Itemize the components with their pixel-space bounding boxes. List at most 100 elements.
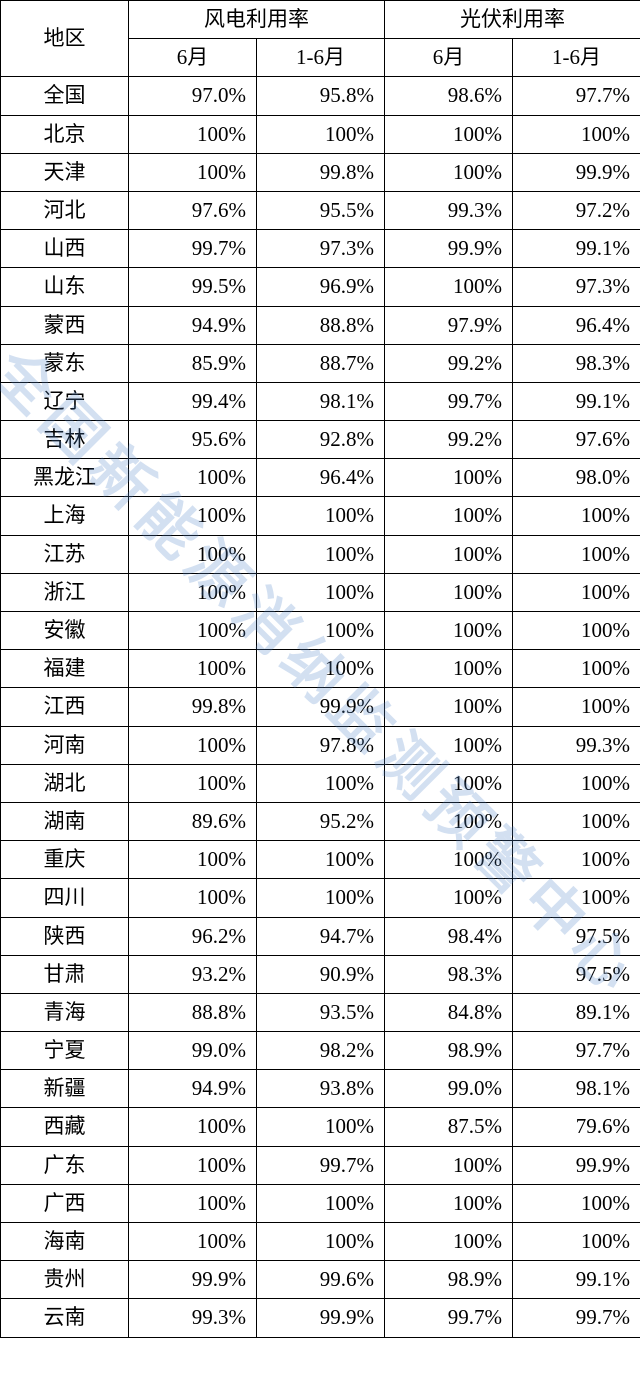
cell-value: 95.2%: [257, 802, 385, 840]
cell-value: 100%: [129, 764, 257, 802]
cell-value: 100%: [513, 802, 640, 840]
table-row: 上海100%100%100%100%: [1, 497, 640, 535]
cell-value: 100%: [513, 841, 640, 879]
cell-value: 97.3%: [513, 268, 640, 306]
cell-value: 99.9%: [257, 1299, 385, 1337]
header-wind: 风电利用率: [129, 1, 385, 39]
table-row: 广东100%99.7%100%99.9%: [1, 1146, 640, 1184]
cell-region: 河南: [1, 726, 129, 764]
cell-value: 93.5%: [257, 993, 385, 1031]
cell-value: 99.0%: [385, 1070, 513, 1108]
cell-value: 99.8%: [129, 688, 257, 726]
cell-region: 海南: [1, 1223, 129, 1261]
cell-value: 100%: [385, 612, 513, 650]
cell-value: 100%: [257, 764, 385, 802]
cell-value: 96.9%: [257, 268, 385, 306]
table-row: 安徽100%100%100%100%: [1, 612, 640, 650]
cell-value: 100%: [385, 650, 513, 688]
cell-region: 陕西: [1, 917, 129, 955]
cell-value: 98.1%: [257, 382, 385, 420]
header-wind-1-6: 1-6月: [257, 39, 385, 77]
cell-region: 广东: [1, 1146, 129, 1184]
cell-value: 100%: [129, 612, 257, 650]
cell-value: 96.4%: [257, 459, 385, 497]
cell-value: 100%: [385, 879, 513, 917]
cell-value: 99.3%: [129, 1299, 257, 1337]
cell-value: 100%: [385, 573, 513, 611]
cell-value: 98.6%: [385, 77, 513, 115]
table-row: 福建100%100%100%100%: [1, 650, 640, 688]
table-row: 河南100%97.8%100%99.3%: [1, 726, 640, 764]
cell-value: 97.7%: [513, 1032, 640, 1070]
cell-value: 98.9%: [385, 1261, 513, 1299]
cell-region: 青海: [1, 993, 129, 1031]
cell-value: 100%: [257, 841, 385, 879]
table-row: 辽宁99.4%98.1%99.7%99.1%: [1, 382, 640, 420]
cell-region: 山西: [1, 230, 129, 268]
table-row: 天津100%99.8%100%99.9%: [1, 153, 640, 191]
cell-value: 100%: [129, 153, 257, 191]
cell-value: 99.1%: [513, 1261, 640, 1299]
cell-value: 97.5%: [513, 955, 640, 993]
header-pv: 光伏利用率: [385, 1, 640, 39]
cell-value: 100%: [257, 573, 385, 611]
cell-value: 95.6%: [129, 421, 257, 459]
cell-value: 99.7%: [513, 1299, 640, 1337]
table-container: 全国新能源消纳监测预警中心 地区 风电利用率 光伏利用率 6月 1-6月 6月 …: [0, 0, 640, 1338]
header-pv-1-6: 1-6月: [513, 39, 640, 77]
cell-value: 88.7%: [257, 344, 385, 382]
cell-value: 100%: [129, 1184, 257, 1222]
cell-value: 89.1%: [513, 993, 640, 1031]
table-row: 湖北100%100%100%100%: [1, 764, 640, 802]
cell-value: 97.0%: [129, 77, 257, 115]
cell-value: 98.3%: [385, 955, 513, 993]
cell-value: 90.9%: [257, 955, 385, 993]
cell-value: 100%: [129, 841, 257, 879]
cell-region: 辽宁: [1, 382, 129, 420]
cell-value: 100%: [385, 688, 513, 726]
table-header: 地区 风电利用率 光伏利用率 6月 1-6月 6月 1-6月: [1, 1, 640, 77]
cell-value: 100%: [257, 1223, 385, 1261]
table-row: 云南99.3%99.9%99.7%99.7%: [1, 1299, 640, 1337]
cell-value: 97.6%: [129, 191, 257, 229]
cell-region: 西藏: [1, 1108, 129, 1146]
cell-value: 100%: [129, 497, 257, 535]
cell-value: 96.4%: [513, 306, 640, 344]
table-row: 黑龙江100%96.4%100%98.0%: [1, 459, 640, 497]
cell-value: 100%: [513, 879, 640, 917]
cell-value: 98.4%: [385, 917, 513, 955]
cell-value: 100%: [129, 459, 257, 497]
cell-value: 100%: [385, 726, 513, 764]
cell-value: 99.7%: [385, 382, 513, 420]
cell-value: 88.8%: [257, 306, 385, 344]
table-row: 蒙西94.9%88.8%97.9%96.4%: [1, 306, 640, 344]
cell-value: 99.0%: [129, 1032, 257, 1070]
cell-value: 93.8%: [257, 1070, 385, 1108]
cell-region: 重庆: [1, 841, 129, 879]
cell-value: 99.2%: [385, 421, 513, 459]
cell-value: 100%: [513, 573, 640, 611]
cell-region: 上海: [1, 497, 129, 535]
cell-value: 95.5%: [257, 191, 385, 229]
cell-value: 100%: [129, 1108, 257, 1146]
cell-value: 100%: [257, 115, 385, 153]
table-row: 吉林95.6%92.8%99.2%97.6%: [1, 421, 640, 459]
cell-value: 85.9%: [129, 344, 257, 382]
cell-value: 100%: [385, 115, 513, 153]
cell-region: 湖北: [1, 764, 129, 802]
cell-value: 100%: [257, 497, 385, 535]
cell-value: 97.6%: [513, 421, 640, 459]
cell-value: 100%: [129, 650, 257, 688]
cell-region: 广西: [1, 1184, 129, 1222]
cell-value: 100%: [385, 497, 513, 535]
cell-value: 96.2%: [129, 917, 257, 955]
cell-value: 100%: [257, 1184, 385, 1222]
cell-value: 98.0%: [513, 459, 640, 497]
cell-value: 100%: [129, 115, 257, 153]
cell-value: 100%: [129, 573, 257, 611]
cell-value: 99.5%: [129, 268, 257, 306]
table-row: 西藏100%100%87.5%79.6%: [1, 1108, 640, 1146]
table-row: 宁夏99.0%98.2%98.9%97.7%: [1, 1032, 640, 1070]
cell-value: 100%: [385, 153, 513, 191]
table-row: 甘肃93.2%90.9%98.3%97.5%: [1, 955, 640, 993]
